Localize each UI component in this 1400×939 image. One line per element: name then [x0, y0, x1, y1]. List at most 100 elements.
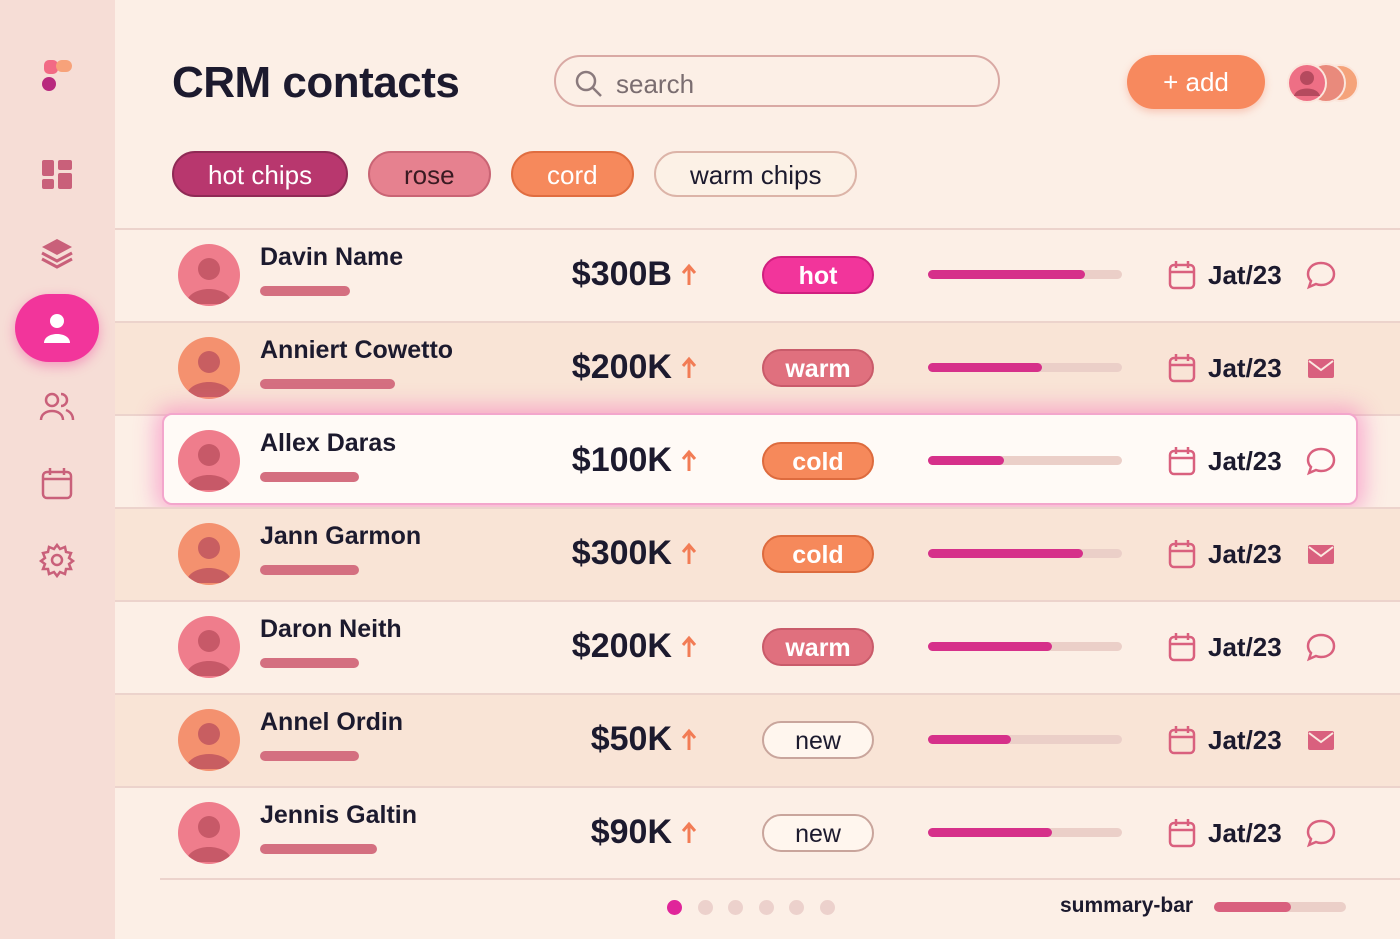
calendar-icon: [1168, 260, 1196, 295]
deal-value: $100K: [571, 441, 672, 479]
contact-date: Jat/23: [1208, 260, 1282, 290]
calendar-icon: [1168, 632, 1196, 667]
calendar-icon: [1168, 725, 1196, 760]
nav-dashboard[interactable]: [38, 156, 76, 194]
progress-track: [928, 828, 1122, 837]
list-bottom-line: [160, 878, 1400, 880]
page-dot[interactable]: [667, 900, 682, 915]
avatar: [178, 802, 240, 864]
row-bg: [115, 228, 1400, 321]
filter-chip[interactable]: rose: [368, 151, 491, 197]
name-underline: [260, 565, 359, 575]
deal-value: $200K: [571, 627, 672, 665]
nav-calendar[interactable]: [38, 464, 76, 502]
contact-name: Allex Daras: [260, 429, 397, 457]
page-dot[interactable]: [697, 900, 713, 915]
page-dot[interactable]: [728, 900, 743, 915]
progress-track: [928, 456, 1122, 465]
row-bg: [115, 786, 1400, 879]
mail-icon[interactable]: [1305, 353, 1337, 388]
trend-arrow: [680, 449, 698, 478]
filter-chip[interactable]: cord: [511, 151, 634, 197]
progress-fill: [928, 549, 1084, 558]
avatar: [178, 430, 240, 492]
progress-fill: [928, 270, 1086, 279]
name-underline: [260, 472, 359, 482]
status-chip[interactable]: warm: [762, 349, 874, 387]
calendar-icon: [1168, 818, 1196, 853]
contact-date: Jat/23: [1208, 539, 1282, 569]
avatar-stack[interactable]: [1286, 62, 1362, 104]
contact-name: Daron Neith: [260, 615, 402, 643]
trend-arrow: [680, 542, 698, 571]
contact-date: Jat/23: [1208, 818, 1282, 848]
trend-arrow: [680, 356, 698, 385]
contact-name: Annel Ordin: [260, 708, 404, 736]
progress-track: [928, 735, 1122, 744]
contact-date: Jat/23: [1208, 446, 1282, 476]
page-dot[interactable]: [819, 900, 835, 915]
row-bg: [115, 321, 1400, 414]
contact-name: Jennis Galtin: [260, 801, 417, 829]
name-underline: [260, 286, 350, 296]
chat-icon[interactable]: [1305, 632, 1337, 667]
status-chip[interactable]: new: [762, 814, 874, 852]
page-dot[interactable]: [758, 900, 774, 915]
status-chip[interactable]: cold: [762, 535, 874, 573]
status-chip[interactable]: warm: [762, 628, 874, 666]
page-dot[interactable]: [789, 900, 804, 915]
progress-track: [928, 363, 1122, 372]
add-button[interactable]: + add: [1127, 55, 1265, 109]
selected-row[interactable]: [162, 413, 1358, 505]
contact-date: Jat/23: [1208, 632, 1282, 662]
mail-icon[interactable]: [1305, 725, 1337, 760]
deal-value: $300K: [571, 534, 672, 572]
progress-fill: [928, 363, 1043, 372]
deal-value: $300B: [571, 255, 672, 293]
deal-value: $200K: [571, 348, 672, 386]
progress-fill: [928, 735, 1012, 744]
name-underline: [260, 751, 359, 761]
status-chip[interactable]: cold: [762, 442, 874, 480]
filter-chip[interactable]: hot chips: [172, 151, 349, 197]
search-icon: [575, 70, 602, 97]
avatar: [178, 709, 240, 771]
trend-arrow: [680, 263, 698, 292]
progress-fill: [928, 456, 1004, 465]
mail-icon[interactable]: [1305, 539, 1337, 574]
search-box[interactable]: search: [554, 55, 1000, 107]
nav-layers[interactable]: [38, 234, 76, 272]
chat-icon[interactable]: [1305, 260, 1337, 295]
contact-name: Anniert Cowetto: [260, 336, 454, 364]
search-placeholder: search: [616, 69, 695, 99]
trend-arrow: [680, 635, 698, 664]
row-bg: [115, 693, 1400, 786]
summary-track: [1214, 902, 1346, 912]
name-underline: [260, 844, 377, 854]
summary-fill: [1214, 902, 1291, 912]
avatar: [178, 523, 240, 585]
nav-settings[interactable]: [38, 541, 76, 579]
avatar: [178, 337, 240, 399]
deal-value: $50K: [590, 720, 672, 758]
status-chip[interactable]: new: [762, 721, 874, 759]
status-chip[interactable]: hot: [762, 256, 874, 294]
progress-track: [928, 270, 1122, 279]
chat-icon[interactable]: [1305, 446, 1337, 481]
nav-team[interactable]: [38, 388, 76, 426]
filter-chip[interactable]: warm chips: [654, 151, 858, 197]
calendar-icon: [1168, 353, 1196, 388]
nav-contacts-active[interactable]: [15, 294, 99, 362]
progress-fill: [928, 642, 1053, 651]
contact-name: Davin Name: [260, 243, 404, 271]
progress-track: [928, 549, 1122, 558]
deal-value: $90K: [590, 813, 672, 851]
calendar-icon: [1168, 446, 1196, 481]
row-bg: [115, 600, 1400, 693]
summary-label: summary-bar: [1060, 894, 1194, 917]
calendar-icon: [1168, 539, 1196, 574]
chat-icon[interactable]: [1305, 818, 1337, 853]
logo: [42, 60, 72, 91]
page-title: CRM contacts: [172, 58, 460, 107]
avatar: [178, 616, 240, 678]
